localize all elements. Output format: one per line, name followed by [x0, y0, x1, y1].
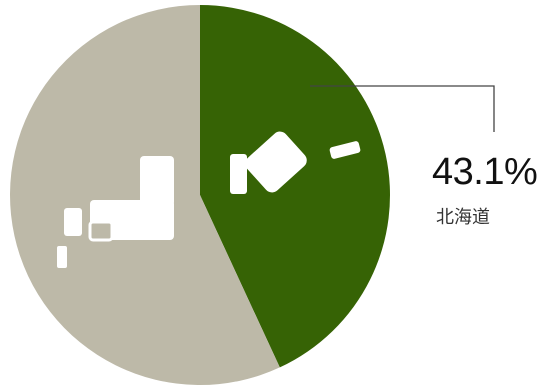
- slice-region-label: 北海道: [436, 207, 490, 228]
- pie-slice-0: [200, 5, 391, 368]
- slice-percentage-label: 43.1%: [432, 151, 538, 193]
- japan-map-icon: [57, 131, 361, 268]
- callout-leader-line: [310, 85, 495, 132]
